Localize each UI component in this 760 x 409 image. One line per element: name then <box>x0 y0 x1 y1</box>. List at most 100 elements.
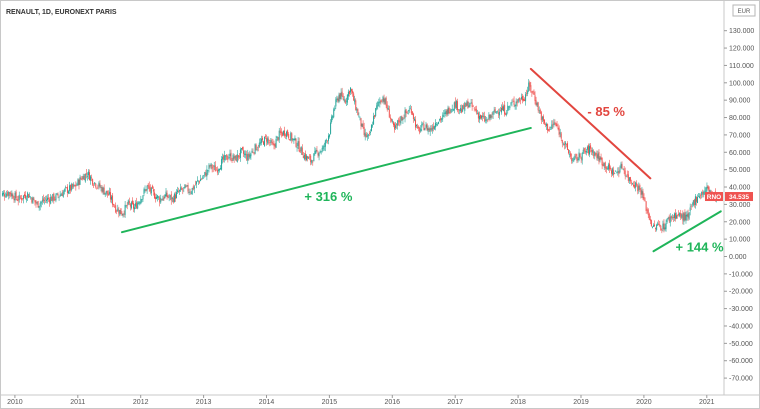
candle-body <box>20 197 22 200</box>
candle-body <box>117 208 119 212</box>
trend-line-recovery[interactable] <box>652 210 722 253</box>
candle-body <box>338 94 340 103</box>
candle-body <box>552 124 554 125</box>
candle-body <box>96 187 98 189</box>
candle-body <box>619 169 621 173</box>
candle-body <box>194 184 196 186</box>
candle-body <box>189 191 191 193</box>
candle-body <box>321 147 323 152</box>
candle-body <box>575 154 577 156</box>
candle-body <box>445 110 447 114</box>
candle-body <box>17 199 19 202</box>
candle-body <box>392 122 394 126</box>
candle-body <box>593 151 595 157</box>
candle-body <box>53 193 55 201</box>
candle-body <box>657 223 659 226</box>
candle-body <box>322 146 324 150</box>
candle-body <box>387 107 389 110</box>
candle-body <box>605 166 607 170</box>
price-axis[interactable]: 130.000 120.000 110.000 100.000 90.000 80.000… <box>724 28 754 383</box>
x-tick-label: 2010 <box>7 399 23 406</box>
candle-body <box>395 125 397 129</box>
candle-body <box>625 176 627 177</box>
candle-body <box>76 184 78 186</box>
candle-body <box>710 191 712 193</box>
candle-body <box>384 98 386 104</box>
y-tick-label: -30.000 <box>729 306 753 313</box>
x-tick-label: 2012 <box>133 399 149 406</box>
candle-body <box>39 203 41 207</box>
candle-body <box>571 157 573 162</box>
candle-body <box>73 184 75 187</box>
candle-body <box>195 181 197 185</box>
x-tick-label: 2015 <box>322 399 338 406</box>
candle-body <box>510 103 512 105</box>
candle-body <box>151 185 153 189</box>
candle-body <box>25 195 27 199</box>
y-tick-label: 130.000 <box>729 28 754 35</box>
candle-body <box>125 205 127 207</box>
ticker-tag: RNO <box>707 194 721 201</box>
candle-body <box>57 194 59 197</box>
candle-body <box>49 199 51 203</box>
candle-body <box>707 185 709 189</box>
candle-body <box>342 95 344 100</box>
candle-body <box>459 109 461 111</box>
candle-body <box>263 141 264 145</box>
candle-body <box>706 186 708 189</box>
candle-body <box>581 153 583 161</box>
candle-body <box>606 168 608 170</box>
trend-line-uptrend[interactable] <box>120 126 532 234</box>
candle-body <box>590 145 592 149</box>
candle-body <box>401 116 403 121</box>
time-axis[interactable]: 2010 2011 2012 2013 2014 2015 2016 2017 2018 2019… <box>7 395 715 406</box>
candle-body <box>409 108 411 110</box>
candle-body <box>542 116 544 122</box>
candle-body <box>374 115 376 117</box>
candle-body <box>440 118 442 121</box>
candle-body <box>499 110 501 112</box>
candle-body <box>531 91 533 93</box>
candle-body <box>41 200 43 202</box>
candle-body <box>183 187 185 189</box>
candle-body <box>584 150 586 153</box>
candle-body <box>417 126 419 128</box>
candle-body <box>301 147 303 156</box>
y-tick-label: -70.000 <box>729 376 753 383</box>
candle-body <box>685 214 687 221</box>
candle-body <box>636 183 638 186</box>
candle-body <box>234 155 236 159</box>
candle-body <box>37 201 39 208</box>
candle-body <box>708 187 710 192</box>
candle-body <box>358 115 360 117</box>
candle-body <box>595 152 597 155</box>
candle-body <box>278 130 280 140</box>
candle-body <box>222 156 224 160</box>
candle-body <box>370 125 372 132</box>
candle-body <box>620 163 622 169</box>
candle-body <box>444 112 446 115</box>
candle-body <box>326 140 328 142</box>
candle-body <box>517 99 519 102</box>
candle-body <box>574 155 576 158</box>
candle-body <box>102 187 104 192</box>
candle-body <box>562 143 564 145</box>
candle-body <box>695 196 697 202</box>
candle-body <box>472 105 474 107</box>
candle-body <box>547 124 549 131</box>
candle-body <box>31 197 33 203</box>
candle-body <box>537 102 539 111</box>
candle-body <box>514 104 516 107</box>
candle-body <box>394 123 396 130</box>
candle-body <box>473 107 475 109</box>
candle-body <box>383 98 385 103</box>
candle-body <box>231 160 233 161</box>
candle-body <box>90 176 92 181</box>
trend-line-downtrend[interactable] <box>529 67 652 180</box>
candle-body <box>244 153 246 155</box>
currency-box[interactable] <box>732 4 756 17</box>
candle-body <box>228 157 230 159</box>
candle-body <box>289 138 291 141</box>
candle-body <box>308 157 310 159</box>
candle-body <box>230 152 232 161</box>
